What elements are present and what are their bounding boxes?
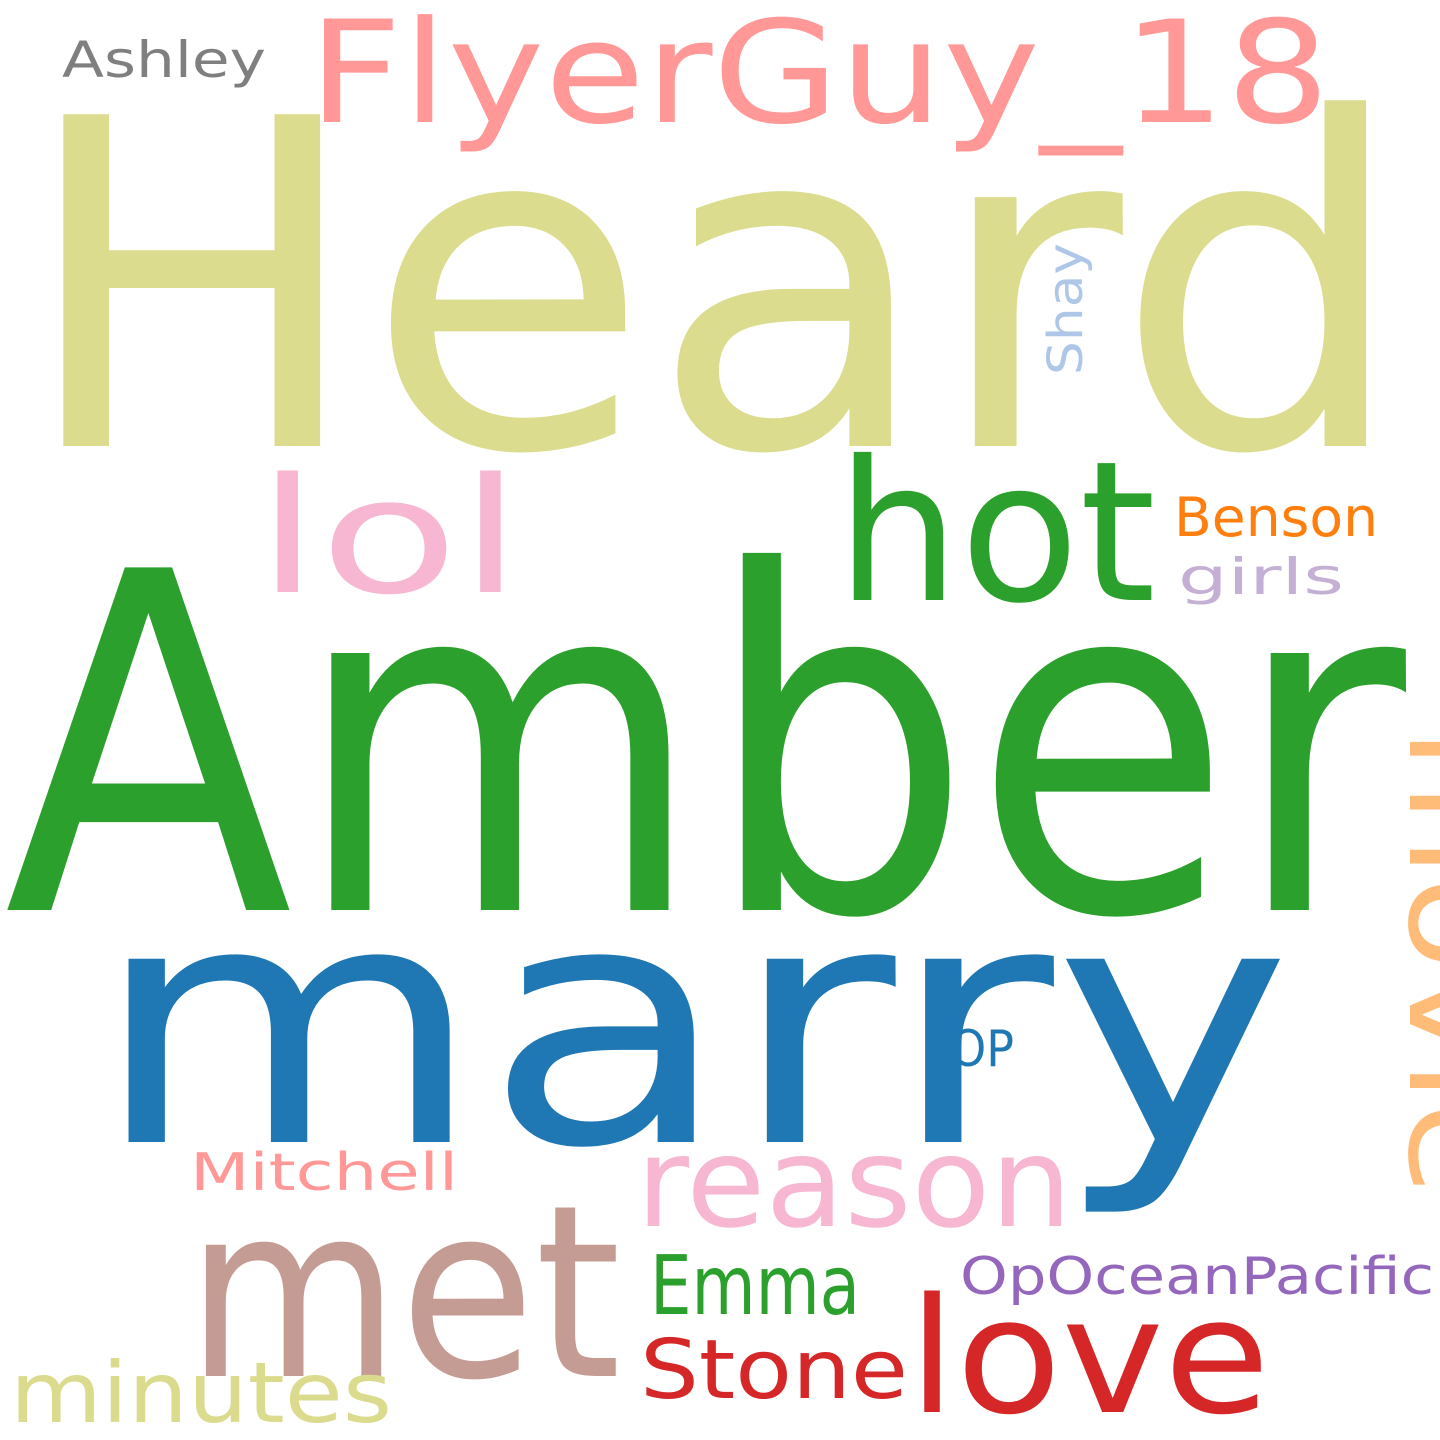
word-ashley: Ashley [62,31,266,89]
word-reason: reason [636,1111,1072,1256]
word-amber: Amber [4,474,1411,1021]
word-marry: marry [92,832,1292,1222]
word-love: love [908,1263,1270,1440]
word-op: OP [950,1020,1014,1078]
word-stone: Stone [640,1323,908,1418]
word-heard: Heard [18,25,1408,554]
word-flyerguy-18: FlyerGuy_18 [308,0,1330,156]
word-hot: hot [836,419,1156,646]
word-minutes: minutes [10,1344,392,1440]
word-girls: girls [1178,548,1344,606]
word-met: met [186,1153,621,1433]
word-movie: movie [1378,728,1440,1196]
word-shay: Shay [1038,243,1094,375]
word-lol: lol [256,443,522,630]
word-emma: Emma [650,1239,860,1334]
word-opoceanpacific: OpOceanPacific [960,1247,1434,1307]
word-benson: Benson [1174,486,1378,549]
word-mitchell: Mitchell [190,1143,458,1203]
